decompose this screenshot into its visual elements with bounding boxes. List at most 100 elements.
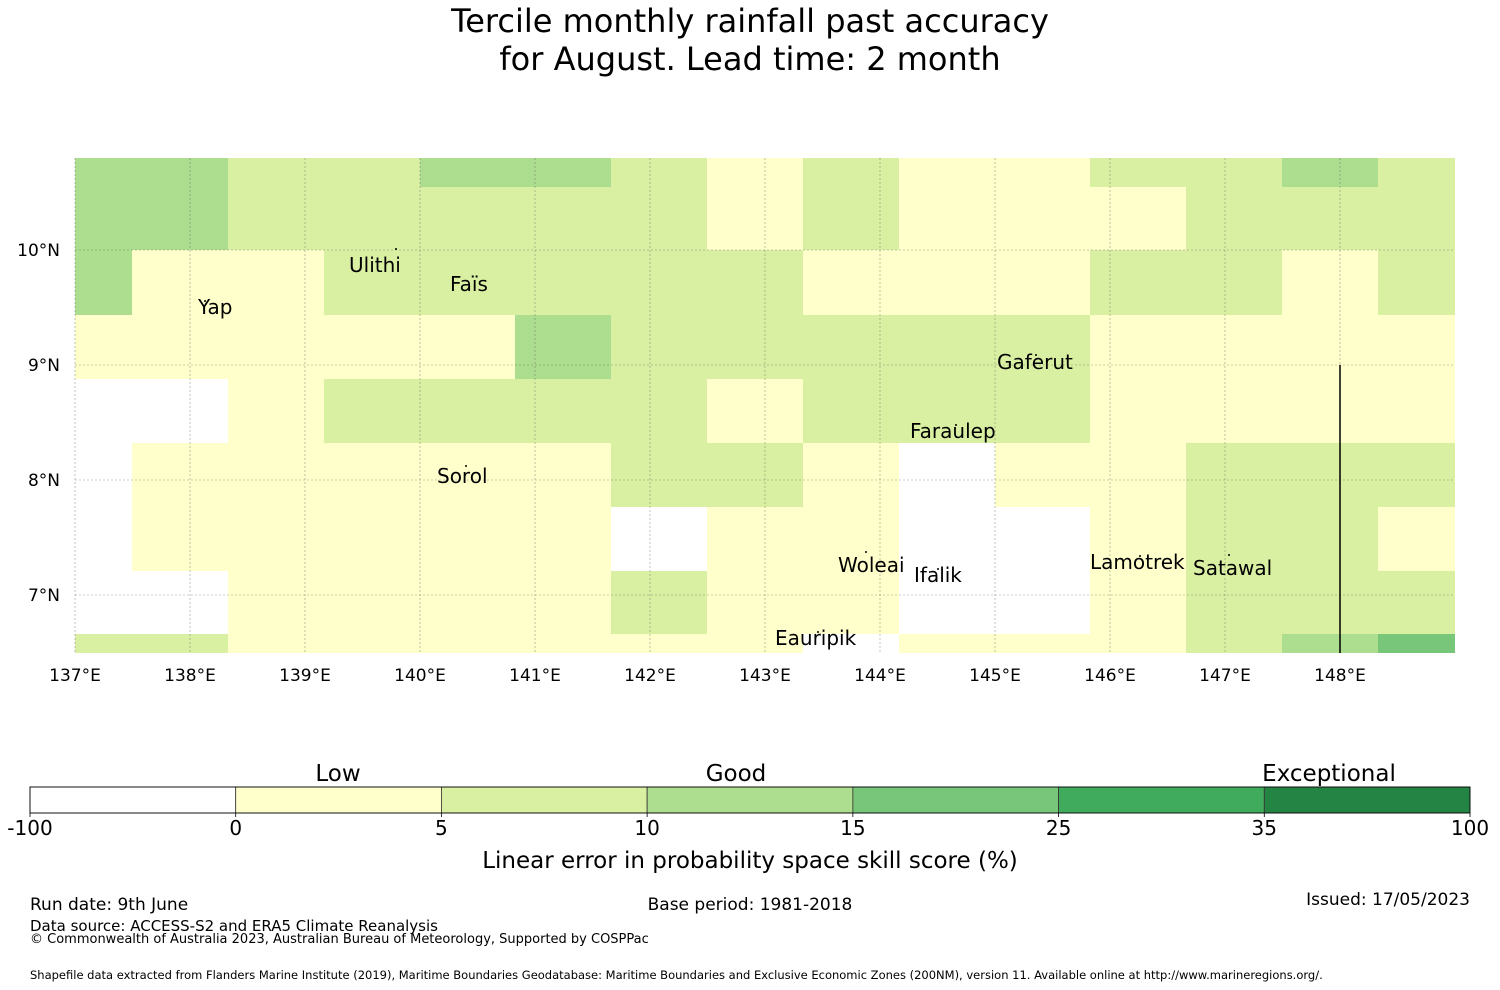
skill-cell [803,507,899,571]
skill-cell [75,315,132,379]
skill-cell [1186,443,1282,507]
skill-cell [707,443,803,507]
skill-cell [611,158,707,187]
skill-cell [707,507,803,571]
skill-cell [707,571,803,634]
skill-cell [1186,634,1282,653]
skill-cell [899,187,995,250]
skill-cell [1282,571,1378,634]
colorbar-frame [29,786,1471,814]
skill-cell [75,187,132,250]
island-label: Eauripik [775,626,857,650]
skill-cell [1090,250,1186,315]
skill-cell [132,315,228,379]
skill-cell [228,250,324,315]
island-marker [1228,554,1230,556]
island-marker [955,424,957,426]
skill-cell [1282,443,1378,507]
colorbar-tick-label: 5 [435,816,448,840]
skill-cell [228,507,324,571]
colorbar-tick-label: 100 [1451,816,1489,840]
longitude-tick-label: 146°E [1084,666,1136,686]
skill-cell [611,315,707,379]
skill-cell [803,315,899,379]
island-labels: Ulithi Faïs Yap Gaferut Faraulep Sorol Woleai I… [197,248,1272,650]
map-gridlines [74,158,1455,653]
longitude-tick-label: 141°E [509,666,561,686]
skill-cell [1090,443,1186,507]
skill-cell [1282,187,1378,250]
island-label: Lamotrek [1090,550,1185,574]
skill-cell [995,250,1090,315]
skill-cell [1090,315,1186,379]
island-label: Ulithi [349,253,401,277]
skill-cell [228,634,324,653]
skill-cell [324,250,420,315]
skill-cell [1282,507,1378,571]
skill-cell [132,158,228,187]
skill-cell [803,250,899,315]
skill-cell [1378,315,1455,379]
colorbar-swatch [1263,786,1471,814]
skill-cell [1282,315,1378,379]
island-marker [395,248,397,250]
skill-cell [132,507,228,571]
skill-cell [420,379,515,443]
skill-cell [515,634,611,653]
skill-cell [75,158,132,187]
skill-cell [132,187,228,250]
skill-cell [515,158,611,187]
longitude-tick-label: 140°E [394,666,446,686]
colorbar-tick-label: 25 [1046,816,1071,840]
skill-cell [324,158,420,187]
island-label: Sorol [437,464,488,488]
skill-cell [324,443,420,507]
island-label: Faraulep [910,419,996,443]
skill-cell [228,158,324,187]
skill-cell [228,571,324,634]
skill-cell [1282,379,1378,443]
island-marker [465,465,467,467]
colorbar-tick-label: -100 [7,816,52,840]
copyright: © Commonwealth of Australia 2023, Austra… [30,932,649,947]
skill-cell [611,379,707,443]
skill-cell [1186,250,1282,315]
issued-date: Issued: 17/05/2023 [1306,890,1470,910]
skill-cell [1378,379,1455,443]
skill-cell [707,379,803,443]
colorbar-legend: -100 0 5 10 15 25 35 100 Low Good Exceptional Linea… [7,761,1489,874]
skill-cell [228,379,324,443]
island-label: Faïs [450,272,488,296]
latitude-tick-label: 10°N [17,241,60,261]
skill-cell [324,634,420,653]
island-marker [1139,555,1141,557]
skill-cell [803,158,899,187]
skill-cell [324,507,420,571]
skill-cell [1282,634,1378,653]
skill-cell [1090,634,1186,653]
colorbar-tick-label: 10 [634,816,659,840]
skill-cell [324,571,420,634]
skill-cell [515,507,611,571]
colorbar-swatch [235,786,442,814]
skill-cell [707,158,803,187]
skill-cell [1090,507,1186,571]
skill-cell [515,315,611,379]
longitude-tick-label: 145°E [969,666,1021,686]
skill-cell [803,187,899,250]
title-line-2: for August. Lead time: 2 month [499,40,1001,78]
skill-cell [420,571,515,634]
skill-cell [132,634,228,653]
latitude-tick-labels: 10°N 9°N 8°N 7°N [17,241,60,606]
island-marker [937,568,939,570]
colorbar-swatch [646,786,854,814]
skill-cell [1186,187,1282,250]
skill-cell [803,443,899,507]
colorbar-tick-label: 0 [229,816,242,840]
skill-cell [228,315,324,379]
skill-cell [1378,634,1455,653]
skill-cell [420,634,515,653]
longitude-tick-label: 138°E [164,666,216,686]
skill-cell [899,634,995,653]
